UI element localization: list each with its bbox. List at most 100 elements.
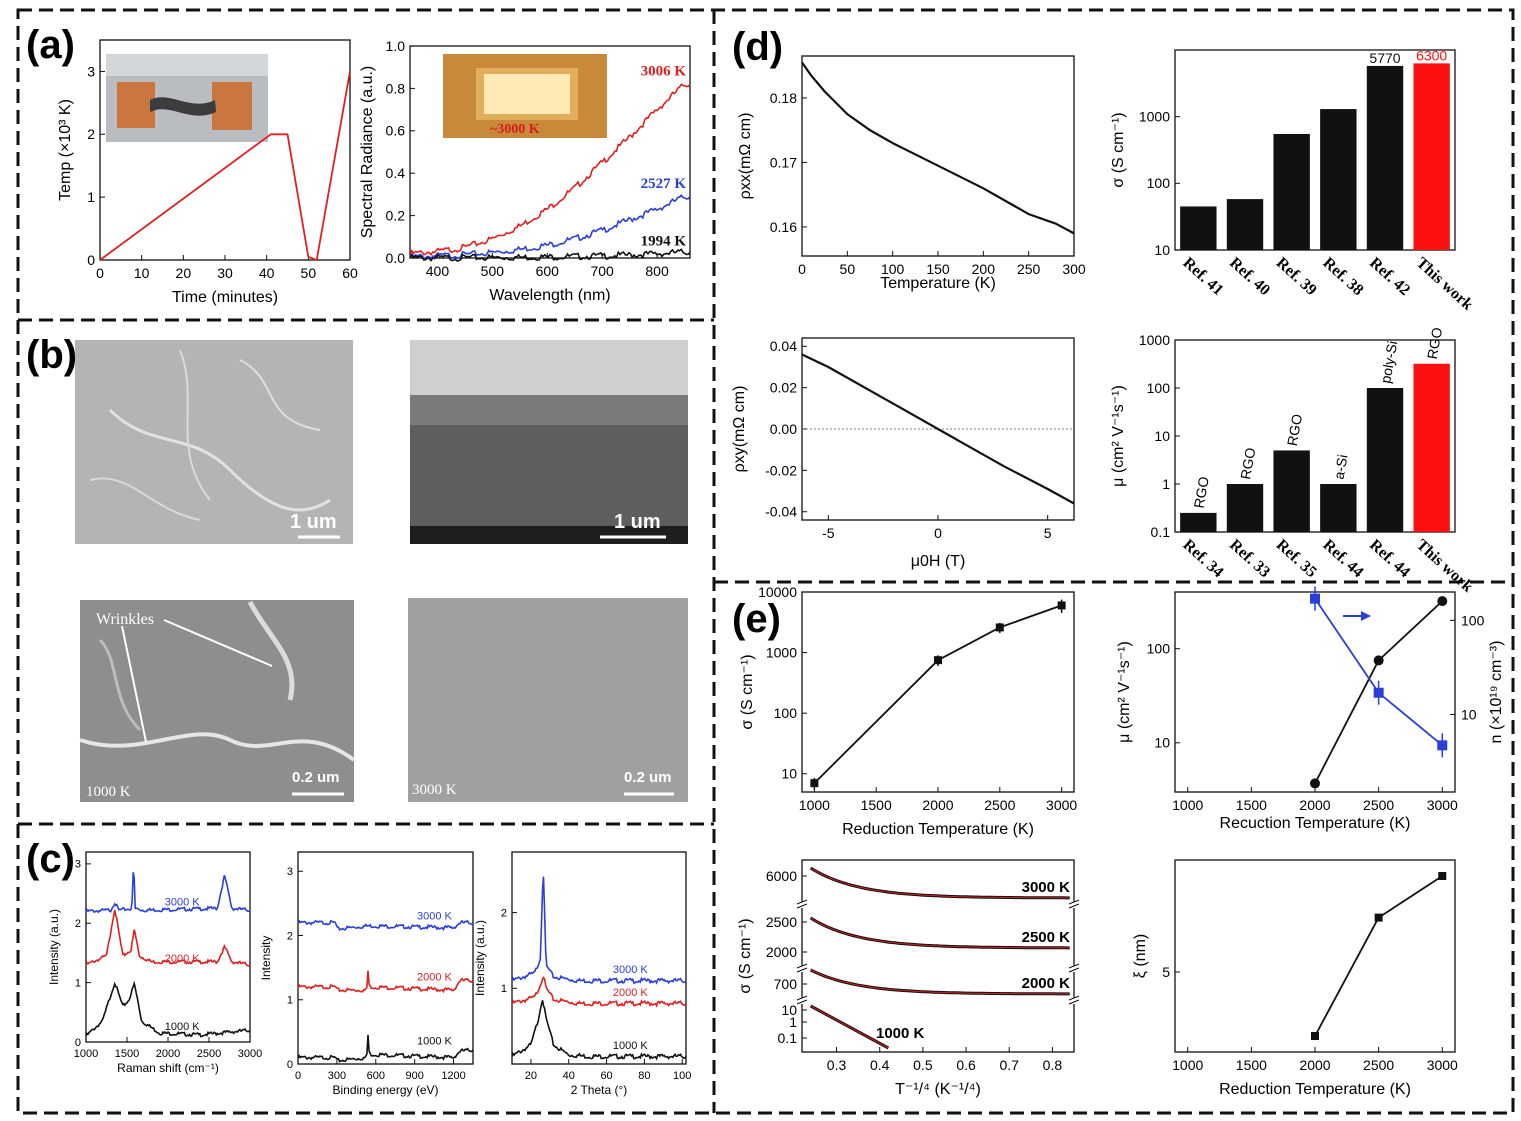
d2-category-label: Ref. 39 [1273,254,1320,299]
e2-xtick-label: 3000 [1427,797,1458,813]
c2-legend-label: 2000 K [417,971,453,983]
e4-xtick-label: 2500 [1363,1057,1394,1073]
e3-ytick-label: 10 [781,1002,797,1018]
c1-yaxis-title: Intensity (a.u.) [47,909,61,985]
d4-ytick-label: 0.1 [1151,524,1171,540]
e1-yaxis-title: σ (S cm⁻¹) [739,654,756,729]
a1-xtick-label: 10 [134,265,150,281]
d4-bar [1180,512,1217,532]
c3-ytick-label: 2 [501,907,507,919]
e3-axis-break-mark [1068,899,1080,905]
e4-series-xi [1314,875,1443,1037]
c3-plot-frame [511,851,687,1065]
e3-ytick-label: 6000 [766,868,797,884]
e3-series-label: 3000 K [1022,879,1071,896]
c3-xtick-label: 60 [600,1070,612,1082]
d3-series-rhoxy [801,353,1075,505]
sem-scale-label-3: 0.2 um [292,769,340,786]
e3-fit-0 [810,867,1070,899]
e1-point [810,779,819,788]
e3-xaxis-title: T⁻¹/⁴ (K⁻¹/⁴) [895,1081,981,1098]
e4-xtick-label: 1000 [1172,1057,1203,1073]
a2-ytick-label: 0.2 [386,208,406,224]
e4-xtick-label: 3000 [1427,1057,1458,1073]
d2-category-label: This work [1413,254,1476,313]
d1-yaxis-title: ρxx(mΩ cm) [737,113,754,200]
d2-bar [1273,133,1310,250]
c2-ytick-label: 3 [287,866,293,878]
e3-fit-2 [810,969,1070,995]
d4-bar [1273,450,1310,532]
e4-xtick-label: 2000 [1299,1057,1330,1073]
c1-xtick-label: 1500 [115,1048,139,1060]
a1-xtick-label: 30 [217,265,233,281]
c3-xtick-label: 40 [563,1070,575,1082]
d3-xaxis-title: μ0H (T) [911,553,966,570]
d1-xtick-label: 150 [926,261,950,277]
e2-ytick-label: 10 [1154,735,1170,751]
c1-xtick-label: 3000 [238,1048,262,1060]
d4-category-label: Ref. 34 [1179,536,1226,581]
d1-xtick-label: 200 [972,261,996,277]
d1-xtick-label: 250 [1017,261,1041,277]
a2-xtick-label: 700 [590,263,614,279]
a2-legend-label: 3006 K [641,64,687,80]
d4-bar [1413,363,1450,532]
e1-xtick-label: 1000 [799,797,830,813]
e1-xtick-label: 3000 [1046,797,1077,813]
c1-xtick-label: 2000 [156,1048,180,1060]
c2-legend-label: 1000 K [417,1036,453,1048]
c3-yaxis-title: Intensity (a.u.) [473,920,487,996]
e2-point-mu [1310,778,1320,789]
d1-xtick-label: 100 [881,261,905,277]
d3-ytick-label: -0.04 [765,504,797,520]
d4-ytick-label: 1000 [1139,332,1170,348]
e2-point-n [1373,687,1384,698]
a2-xtick-label: 600 [536,263,560,279]
e3-axis-break-mark [1068,967,1080,973]
d4-bar-label: RGO [1284,413,1305,447]
c3-series-1 [511,976,687,1008]
e2-ytick-label: 100 [1147,641,1171,657]
e3-plot-frame [801,859,1075,1053]
c1-xaxis-title: Raman shift (cm⁻¹) [117,1061,219,1075]
c2-xtick-label: 900 [405,1070,423,1082]
d3-xtick-label: -5 [822,525,835,541]
sem-image-bottom-left: Wrinkles 1000 K 0.2 um [79,600,356,802]
a1-ytick-label: 3 [87,63,95,79]
e2-xtick-label: 2500 [1363,797,1394,813]
d1-xtick-label: 0 [798,261,806,277]
e2-point-n [1437,740,1448,751]
a2-series-2 [409,248,691,262]
e3-series-label: 2000 K [1022,975,1071,992]
c1-ytick-label: 3 [75,859,81,871]
e3-axis-break-mark [796,963,808,969]
e3-series-label: 2500 K [1022,929,1071,946]
a1-xtick-label: 50 [301,265,317,281]
d4-bar-label: RGO [1424,326,1445,360]
e1-plot-frame [801,591,1075,793]
e3-axis-break [797,998,807,1004]
d2-category-label: Ref. 38 [1319,254,1366,299]
c2-series-1 [297,970,474,994]
d4-category-label: Ref. 35 [1273,536,1320,581]
panel-label-b: (b) [26,333,77,377]
c1-series-2 [85,980,251,1038]
a1-xtick-label: 0 [96,265,104,281]
d2-bar [1413,63,1450,251]
c2-ytick-label: 0 [287,1059,293,1071]
e1-xtick-label: 2500 [984,797,1015,813]
c1-legend-label: 1000 K [165,1021,201,1033]
e4-xaxis-title: Reduction Temperature (K) [1219,1081,1411,1098]
a2-xaxis-title: Wavelength (nm) [489,287,610,304]
d1-ytick-label: 0.17 [770,154,797,170]
d4-bar-label: RGO [1237,446,1258,480]
e3-xtick-label: 0.3 [827,1057,847,1073]
d2-category-label: Ref. 40 [1226,254,1273,299]
d3-ytick-label: -0.02 [765,462,797,478]
e3-xtick-label: 0.6 [956,1057,976,1073]
e4-point [1374,913,1383,922]
d4-ytick-label: 10 [1154,428,1170,444]
c1-xtick-label: 1000 [74,1048,98,1060]
